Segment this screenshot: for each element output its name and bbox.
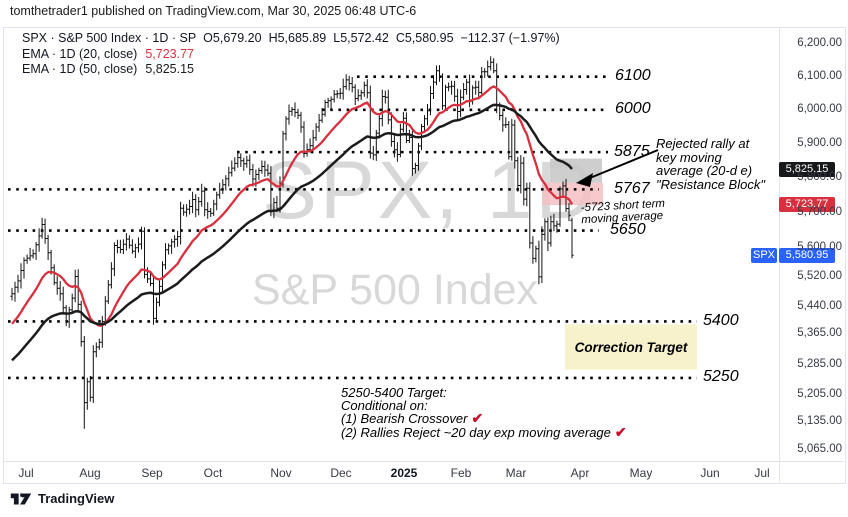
symbol-tag: SPX: [751, 247, 777, 263]
chart-widget-frame: [3, 27, 846, 484]
correction-target-label[interactable]: Correction Target: [574, 340, 688, 355]
time-tick-aug-1: Aug: [79, 466, 101, 480]
price-tick-5285: 5,285.00: [797, 357, 842, 370]
time-tick-feb-7: Feb: [450, 466, 472, 480]
time-tick-nov-4: Nov: [270, 466, 292, 480]
price-tick-5900: 5,900.00: [797, 136, 842, 149]
last-price-badge: 5,580.95: [779, 247, 835, 263]
legend-symbol-row[interactable]: SPX · S&P 500 Index · 1D · SP O5,679.20 H5…: [22, 31, 560, 47]
ema50-price-badge: 5,825.15: [779, 161, 835, 177]
time-tick-2025-6: 2025: [390, 466, 418, 480]
legend-ema20-value: 5,723.77: [145, 46, 194, 61]
rejected-rally-annotation[interactable]: Rejected rally at key moving average (20…: [656, 136, 765, 192]
level-label-5875: 5875: [614, 142, 650, 160]
legend-open: O5,679.20: [203, 31, 262, 45]
time-tick-mar-8: Mar: [505, 466, 527, 480]
legend-ema20-row[interactable]: EMA · 1D (20, close) 5,723.77: [22, 47, 560, 63]
price-tick-5520: 5,520.00: [797, 270, 842, 283]
price-tick-5700: 5,700.00: [797, 205, 842, 218]
chart-legend: SPX · S&P 500 Index · 1D · SP O5,679.20 H5…: [22, 31, 560, 78]
level-label-5250: 5250: [703, 368, 739, 386]
time-tick-dec-5: Dec: [330, 466, 352, 480]
time-tick-jul-0: Jul: [18, 466, 34, 480]
symbol-watermark: SPX, 1D: [262, 145, 598, 236]
level-label-5767: 5767: [614, 179, 650, 197]
time-tick-oct-3: Oct: [203, 466, 223, 480]
time-tick-sep-2: Sep: [141, 466, 163, 480]
tradingview-logo-icon: [10, 493, 32, 504]
level-label-6100: 6100: [615, 67, 651, 85]
target-conditions-annotation[interactable]: 5250-5400 Target: Conditional on: (1) Be…: [341, 385, 627, 440]
level-label-5400: 5400: [703, 311, 739, 329]
level-label-5650: 5650: [610, 221, 646, 239]
price-tick-5800: 5,800.00: [797, 170, 842, 183]
price-tick-5600: 5,600.00: [797, 241, 842, 254]
tradingview-brand-link[interactable]: TradingView: [10, 491, 114, 506]
time-tick-jun-11: Jun: [700, 466, 720, 480]
time-axis-divider: [4, 461, 844, 462]
price-tick-6200: 6,200.00: [797, 37, 842, 49]
price-tick-5135: 5,135.00: [797, 415, 842, 428]
price-tick-5065: 5,065.00: [797, 443, 842, 455]
time-tick-jul-12: Jul: [754, 466, 770, 480]
legend-ema50-label: EMA · 1D (50, close): [22, 62, 138, 76]
symbol-name-watermark: S&P 500 Index: [251, 266, 539, 314]
price-tick-6000: 6,000.00: [797, 102, 842, 115]
level-label-6000: 6000: [615, 100, 651, 118]
legend-change: −112.37 (−1.97%): [460, 31, 560, 45]
checkmark-icon: ✔: [614, 423, 627, 440]
checkmark-icon: ✔: [471, 410, 484, 427]
publish-header: tomthetrader1 published on TradingView.c…: [10, 4, 417, 18]
price-tick-6100: 6,100.00: [797, 69, 842, 82]
legend-ema50-value: 5,825.15: [145, 62, 194, 76]
brand-name: TradingView: [38, 491, 115, 506]
legend-symbol-title: SPX · S&P 500 Index · 1D · SP: [22, 31, 197, 45]
time-tick-apr-9: Apr: [570, 466, 590, 480]
ema20-price-badge: 5,723.77: [779, 196, 835, 212]
legend-close: C5,580.95: [395, 31, 454, 45]
legend-ema20-label: EMA · 1D (20, close): [22, 46, 138, 61]
legend-high: H5,685.89: [268, 31, 327, 45]
price-tick-5440: 5,440.00: [797, 299, 842, 312]
time-tick-may-10: May: [629, 466, 653, 480]
price-tick-5205: 5,205.00: [797, 388, 842, 401]
legend-ema50-row[interactable]: EMA · 1D (50, close) 5,825.15: [22, 62, 560, 78]
legend-low: L5,572.42: [333, 31, 389, 45]
price-tick-5365: 5,365.00: [797, 327, 842, 340]
